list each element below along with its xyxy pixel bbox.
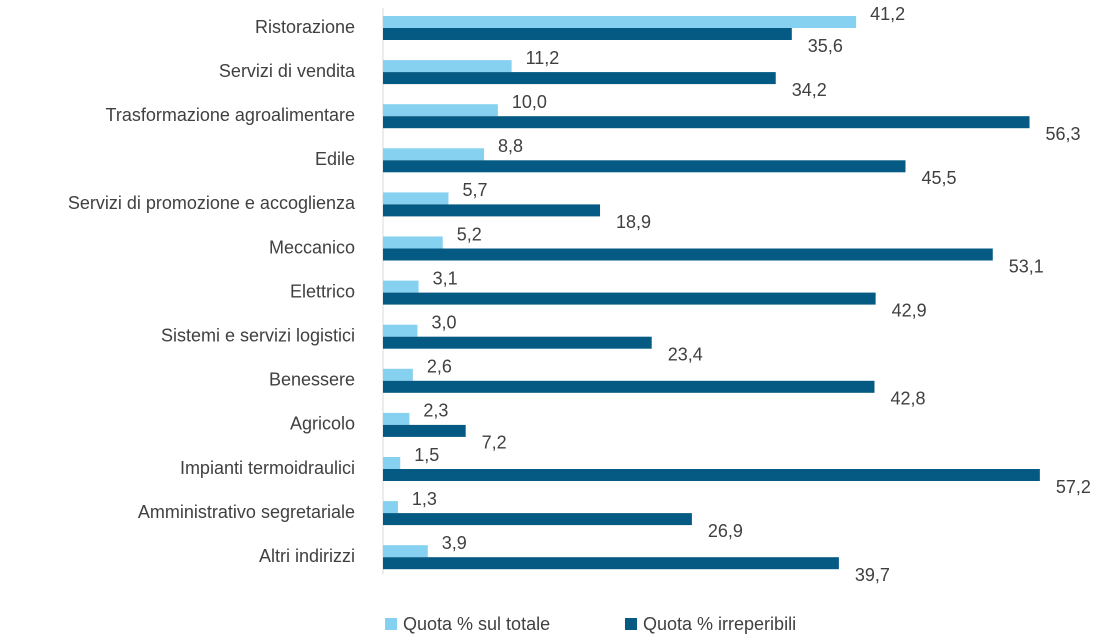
- bar: [383, 501, 398, 514]
- bar: [383, 148, 485, 161]
- bar: [383, 336, 652, 349]
- bar: [383, 380, 875, 393]
- bar: [383, 292, 876, 305]
- bar: [383, 204, 601, 217]
- category-label: Amministrativo segretariale: [138, 502, 355, 522]
- value-label: 39,7: [855, 565, 890, 585]
- category-label: Meccanico: [269, 237, 355, 257]
- value-label: 34,2: [792, 80, 827, 100]
- category-label: Elettrico: [290, 281, 355, 301]
- bar: [383, 192, 449, 205]
- value-label: 45,5: [921, 168, 956, 188]
- legend-label: Quota % irreperibili: [643, 614, 796, 634]
- value-label: 18,9: [616, 212, 651, 232]
- bar: [383, 116, 1030, 129]
- value-label: 10,0: [512, 92, 547, 112]
- bar: [383, 324, 418, 337]
- legend-swatch: [385, 618, 397, 630]
- value-label: 5,2: [457, 224, 482, 244]
- category-label: Servizi di vendita: [219, 61, 356, 81]
- bar: [383, 424, 466, 437]
- bar: [383, 28, 792, 40]
- bar: [383, 280, 419, 293]
- value-label: 26,9: [708, 521, 743, 541]
- bar: [383, 72, 776, 85]
- value-label: 53,1: [1009, 256, 1044, 276]
- value-label: 41,2: [870, 4, 905, 24]
- category-label: Edile: [315, 149, 355, 169]
- value-label: 42,8: [890, 389, 925, 409]
- value-label: 23,4: [668, 344, 703, 364]
- value-label: 8,8: [498, 136, 523, 156]
- category-label: Agricolo: [290, 414, 355, 434]
- bar: [383, 457, 401, 469]
- category-label: Ristorazione: [255, 17, 355, 37]
- bar: [383, 469, 1040, 481]
- bar: [383, 160, 906, 173]
- bar: [383, 60, 512, 73]
- category-label: Trasformazione agroalimentare: [106, 105, 355, 125]
- bar: [383, 412, 410, 425]
- value-label: 35,6: [808, 36, 843, 56]
- value-label: 1,5: [414, 445, 439, 465]
- value-label: 7,2: [482, 433, 507, 453]
- bar: [383, 513, 692, 526]
- category-label: Benessere: [269, 370, 355, 390]
- bar: [383, 236, 443, 249]
- value-label: 3,1: [433, 268, 458, 288]
- value-label: 2,3: [423, 401, 448, 421]
- value-label: 42,9: [892, 300, 927, 320]
- category-label: Servizi di promozione e accoglienza: [68, 193, 356, 213]
- value-label: 11,2: [526, 48, 560, 68]
- bar: [383, 16, 857, 28]
- value-label: 5,7: [462, 180, 487, 200]
- value-label: 2,6: [427, 357, 452, 377]
- legend-swatch: [625, 618, 637, 630]
- category-label: Altri indirizzi: [259, 546, 355, 566]
- bar: [383, 248, 993, 261]
- value-label: 57,2: [1056, 477, 1091, 497]
- value-label: 3,0: [431, 312, 456, 332]
- value-label: 56,3: [1046, 124, 1081, 144]
- bar: [383, 557, 839, 570]
- category-label: Sistemi e servizi logistici: [161, 325, 355, 345]
- legend-label: Quota % sul totale: [403, 614, 550, 634]
- bar: [383, 104, 498, 117]
- bar: [383, 545, 428, 558]
- category-label: Impianti termoidraulici: [180, 458, 355, 478]
- bar: [383, 368, 413, 381]
- value-label: 3,9: [442, 533, 467, 553]
- value-label: 1,3: [412, 489, 437, 509]
